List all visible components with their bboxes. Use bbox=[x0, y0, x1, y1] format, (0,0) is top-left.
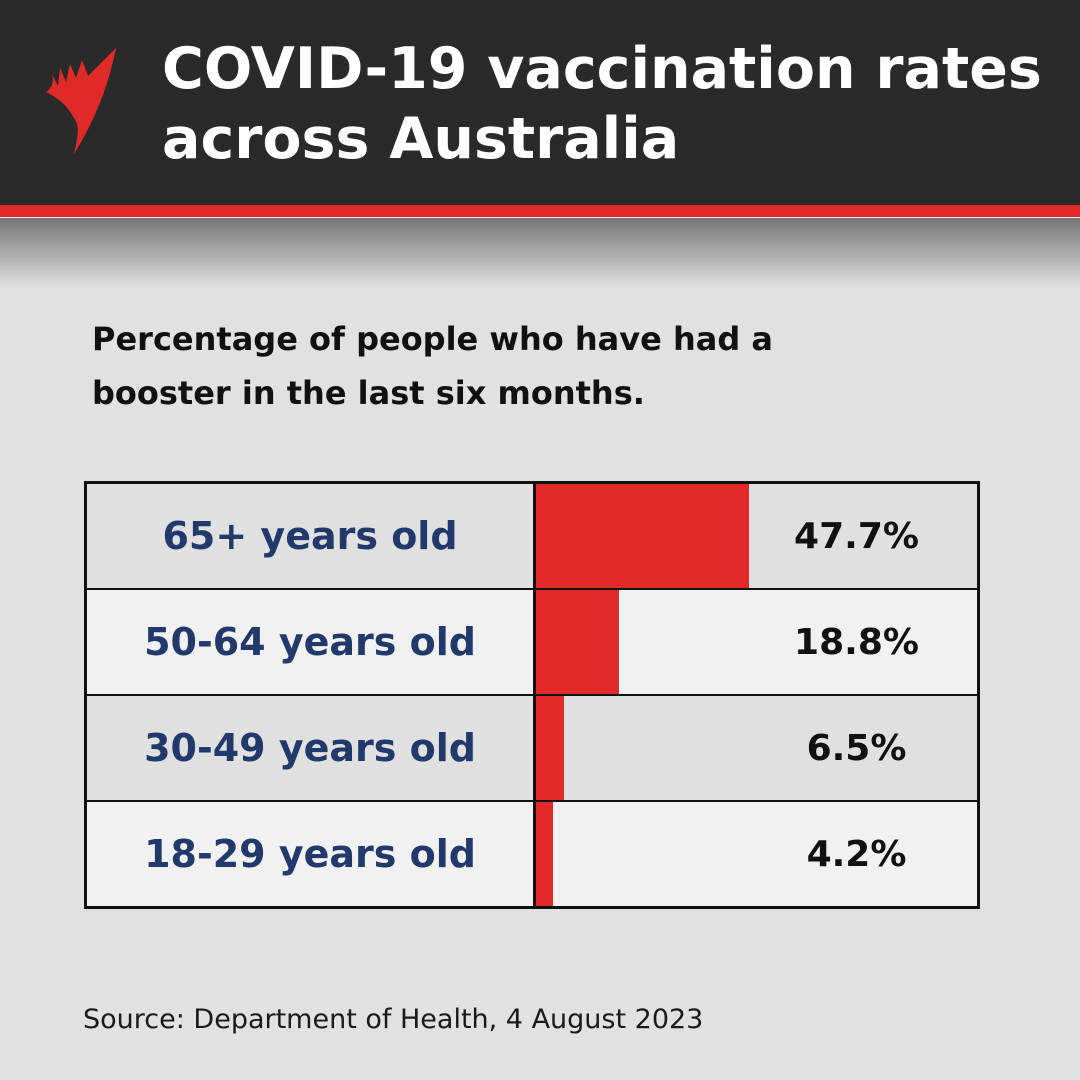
row-value: 6.5% bbox=[806, 727, 907, 769]
row-label: 30-49 years old bbox=[87, 696, 536, 800]
red-stripe bbox=[0, 205, 1080, 218]
row-label: 65+ years old bbox=[87, 484, 536, 588]
table-row: 30-49 years old 6.5% bbox=[87, 696, 977, 802]
bar-cell: 6.5% bbox=[536, 696, 977, 800]
page-title: COVID-19 vaccination rates across Austra… bbox=[162, 36, 1042, 172]
bar bbox=[536, 696, 564, 800]
bar-cell: 47.7% bbox=[536, 484, 977, 588]
row-value: 47.7% bbox=[794, 515, 919, 557]
table-row: 65+ years old 47.7% bbox=[87, 484, 977, 590]
row-value: 18.8% bbox=[794, 621, 919, 663]
shadow-gradient bbox=[0, 218, 1080, 288]
header-bar bbox=[0, 0, 1080, 205]
bar bbox=[536, 802, 553, 906]
source-note: Source: Department of Health, 4 August 2… bbox=[83, 1004, 704, 1035]
bar bbox=[536, 590, 619, 694]
data-table: 65+ years old 47.7% 50-64 years old 18.8… bbox=[84, 481, 980, 909]
chart-subtitle: Percentage of people who have had a boos… bbox=[92, 320, 773, 412]
sbs-logo-icon bbox=[46, 48, 116, 154]
bar-cell: 18.8% bbox=[536, 590, 977, 694]
table-row: 50-64 years old 18.8% bbox=[87, 590, 977, 696]
table-row: 18-29 years old 4.2% bbox=[87, 802, 977, 906]
bar bbox=[536, 484, 749, 588]
row-label: 18-29 years old bbox=[87, 802, 536, 906]
bar-cell: 4.2% bbox=[536, 802, 977, 906]
row-value: 4.2% bbox=[806, 833, 907, 875]
row-label: 50-64 years old bbox=[87, 590, 536, 694]
